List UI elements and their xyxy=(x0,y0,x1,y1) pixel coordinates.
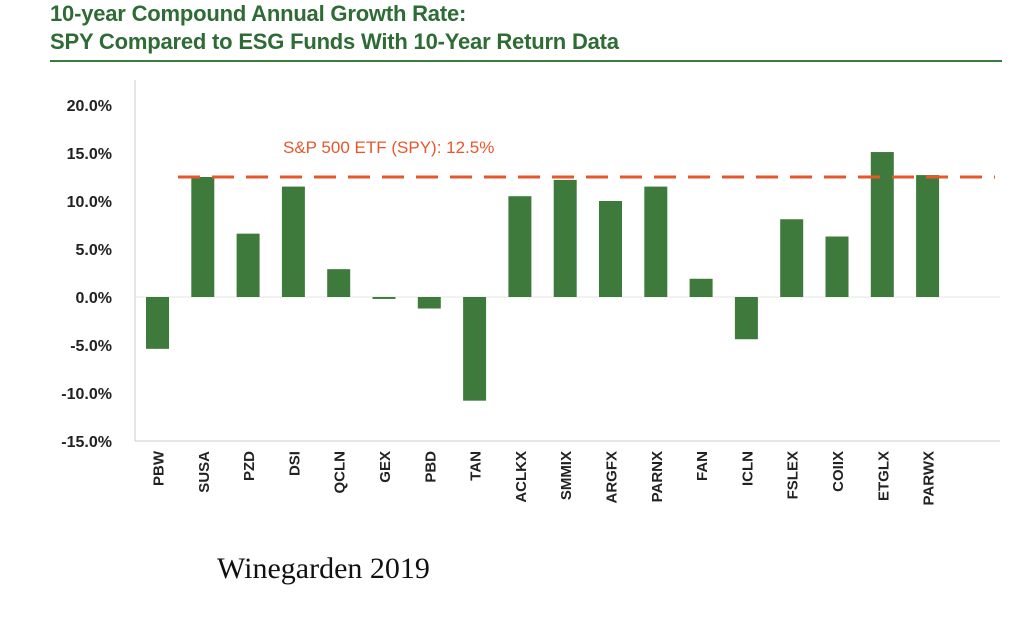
chart-title: 10-year Compound Annual Growth Rate: xyxy=(50,1,467,26)
bar-icln xyxy=(734,297,758,340)
x-tick-label: TAN xyxy=(468,451,485,481)
reference-line-label: S&P 500 ETF (SPY): 12.5% xyxy=(283,138,494,157)
y-tick-label: 15.0% xyxy=(67,146,112,163)
y-tick-label: -5.0% xyxy=(70,338,112,355)
bar-parnx xyxy=(644,186,668,297)
bar-argfx xyxy=(599,201,622,297)
bar-parwx xyxy=(916,175,940,297)
x-tick-label: COIIX xyxy=(830,451,847,492)
y-tick-label: 5.0% xyxy=(76,242,112,259)
x-tick-label: SMMIX xyxy=(558,451,575,500)
y-tick-label: 0.0% xyxy=(76,290,112,307)
bar-tan xyxy=(463,297,487,401)
x-tick-label: QCLN xyxy=(332,451,349,494)
bar-qcln xyxy=(327,269,351,297)
x-tick-label: ETGLX xyxy=(875,451,892,501)
x-tick-label: DSI xyxy=(286,451,303,476)
bar-fan xyxy=(689,278,713,297)
x-tick-label: ACLKX xyxy=(513,451,530,503)
bar-dsi xyxy=(281,186,305,297)
y-tick-label: 20.0% xyxy=(67,98,112,115)
x-tick-label: SUSA xyxy=(196,451,213,493)
x-tick-label: GEX xyxy=(377,451,394,483)
x-tick-label: FSLEX xyxy=(785,451,802,499)
bar-gex xyxy=(372,297,396,299)
bar-pbw xyxy=(146,297,169,349)
bar-aclkx xyxy=(508,196,532,297)
bar-susa xyxy=(191,177,215,297)
source-caption: Winegarden 2019 xyxy=(217,552,430,585)
x-tick-label: PARWX xyxy=(921,451,938,505)
bar-etglx xyxy=(870,152,894,297)
bar-coiix xyxy=(825,236,849,297)
x-tick-label: PZD xyxy=(241,451,258,481)
x-tick-label: PBD xyxy=(422,451,439,483)
bar-fslex xyxy=(780,219,804,297)
x-tick-label: PBW xyxy=(151,450,168,486)
bar-pbd xyxy=(417,297,441,309)
title-rule xyxy=(50,60,1002,62)
x-tick-label: FAN xyxy=(694,451,711,481)
y-tick-label: -15.0% xyxy=(61,434,112,451)
x-tick-label: ARGFX xyxy=(604,451,621,504)
y-tick-label: -10.0% xyxy=(61,386,112,403)
title-block: 10-year Compound Annual Growth Rate: SPY… xyxy=(50,0,1002,56)
bar-smmix xyxy=(553,179,577,297)
x-tick-label: ICLN xyxy=(739,451,756,486)
chart-subtitle: SPY Compared to ESG Funds With 10-Year R… xyxy=(50,29,619,54)
y-tick-label: 10.0% xyxy=(67,194,112,211)
x-tick-label: PARNX xyxy=(649,451,666,502)
bar-pzd xyxy=(236,233,260,297)
